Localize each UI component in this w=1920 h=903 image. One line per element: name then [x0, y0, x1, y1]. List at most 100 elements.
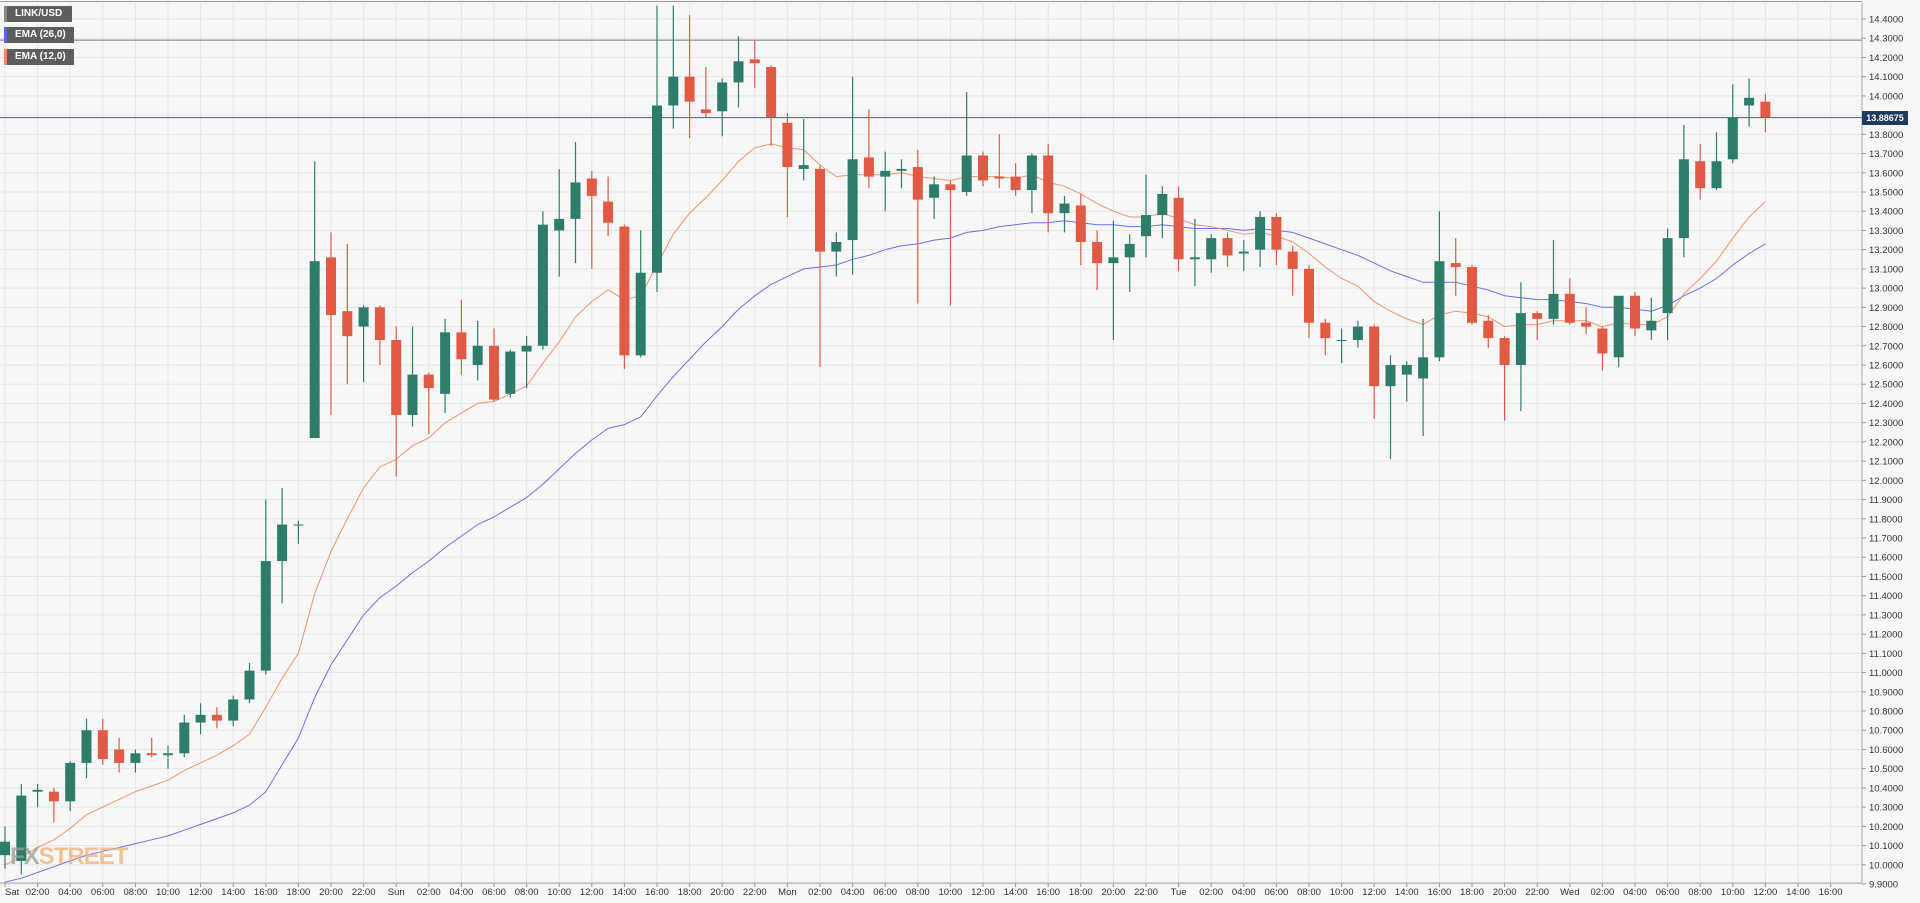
y-tick-label: 12.1000: [1869, 457, 1903, 468]
y-tick-label: 12.9000: [1869, 303, 1903, 314]
candle-body-bear: [586, 178, 597, 196]
y-tick-label: 9.9000: [1869, 880, 1898, 891]
candle-body-bear: [1369, 326, 1380, 387]
candle-body-bull: [847, 159, 858, 241]
x-tick-label: 04:00: [841, 887, 865, 898]
x-tick-label: 08:00: [1688, 887, 1712, 898]
candle-body-bull: [309, 261, 320, 439]
candle-body-bear: [978, 155, 988, 181]
candle-body-bull: [1108, 257, 1119, 264]
y-tick-label: 10.4000: [1869, 783, 1903, 794]
candle-body-bull: [1238, 251, 1249, 254]
candle-body-bull: [407, 374, 418, 415]
candle-body-bull: [798, 165, 809, 169]
candle-body-bull: [293, 524, 304, 526]
x-tick-label: 06:00: [873, 887, 897, 898]
y-tick-label: 13.4000: [1869, 207, 1903, 218]
y-tick-label: 13.6000: [1869, 168, 1903, 179]
y-tick-label: 14.2000: [1869, 53, 1903, 64]
y-tick-label: 12.6000: [1869, 361, 1903, 372]
x-tick-label: Mon: [778, 887, 796, 898]
candle-body-bull: [1418, 357, 1429, 379]
x-tick-label: Wed: [1560, 887, 1579, 898]
candle-body-bull: [1141, 215, 1151, 237]
x-tick-label: 10:00: [939, 887, 963, 898]
y-tick-label: 14.3000: [1869, 34, 1903, 45]
candle-body-bear: [945, 184, 956, 191]
candle-body-bear: [700, 109, 711, 114]
candle-body-bear: [766, 67, 777, 118]
candle-body-bear: [1450, 263, 1461, 267]
candle-body-bull: [130, 753, 141, 763]
candle-body-bull: [1678, 159, 1689, 239]
candle-body-bull: [1189, 257, 1200, 260]
candle-body-bull: [554, 218, 565, 231]
x-tick-label: 14:00: [613, 887, 637, 898]
candle-body-bull: [260, 561, 271, 671]
x-tick-label: 12:00: [971, 887, 995, 898]
candle-body-bear: [1532, 313, 1543, 319]
candle-body-bull: [1662, 238, 1673, 314]
current-price-tag: 13.88675: [1862, 111, 1908, 125]
y-tick-label: 13.2000: [1869, 245, 1903, 256]
candle-body-bear: [342, 311, 353, 337]
candle-body-bull: [440, 332, 451, 394]
candle-body-bull: [228, 699, 239, 721]
x-tick-label: 12:00: [189, 887, 213, 898]
x-tick-label: 16:00: [1819, 887, 1843, 898]
candle-body-bear: [326, 257, 336, 316]
candle-body-bear: [1483, 320, 1494, 339]
x-tick-label: 04:00: [1232, 887, 1256, 898]
candle-body-bull: [929, 184, 940, 198]
candle-body-bear: [1695, 161, 1706, 189]
x-tick-label: 16:00: [1036, 887, 1060, 898]
x-tick-label: 02:00: [1199, 887, 1223, 898]
y-tick-label: 11.3000: [1869, 610, 1903, 621]
y-tick-label: 11.7000: [1869, 534, 1903, 545]
candle-body-bear: [211, 714, 222, 721]
candle-body-bull: [1026, 155, 1037, 191]
candle-body-bear: [815, 168, 825, 252]
x-tick-label: 04:00: [58, 887, 82, 898]
candle-body-bull: [733, 61, 744, 83]
legend-ema-fast-badge[interactable]: EMA (12,0): [4, 49, 74, 65]
x-tick-label: 20:00: [1493, 887, 1517, 898]
x-tick-label: 14:00: [1395, 887, 1419, 898]
x-tick-label: 06:00: [91, 887, 115, 898]
candle-body-bear: [619, 226, 630, 356]
candle-body-bull: [668, 76, 679, 106]
x-tick-label: 08:00: [515, 887, 539, 898]
candle-body-bear: [603, 201, 614, 223]
x-tick-label: 12:00: [1754, 887, 1778, 898]
candle-body-bull: [1548, 293, 1559, 319]
candle-body-bear: [1304, 268, 1314, 323]
candle-body-bear: [1760, 101, 1771, 118]
fxstreet-watermark-logo: FXSTREET: [10, 843, 128, 871]
x-tick-label: 16:00: [645, 887, 669, 898]
y-tick-label: 12.5000: [1869, 380, 1903, 391]
x-tick-label: 02:00: [26, 887, 50, 898]
x-tick-label: 18:00: [678, 887, 702, 898]
legend-pair-badge[interactable]: LINK/USD: [4, 6, 72, 22]
legend-ema-slow-badge[interactable]: EMA (26,0): [4, 27, 74, 43]
candle-body-bear: [1630, 295, 1640, 329]
y-tick-label: 11.2000: [1869, 630, 1903, 641]
y-tick-label: 13.8000: [1869, 130, 1903, 141]
candle-body-bull: [32, 789, 43, 792]
candle-body-bear: [1010, 176, 1021, 191]
y-tick-label: 14.0000: [1869, 91, 1903, 102]
x-tick-label: 22:00: [743, 887, 767, 898]
y-tick-label: 11.1000: [1869, 649, 1903, 660]
x-tick-label: 12:00: [580, 887, 604, 898]
y-tick-label: 12.7000: [1869, 341, 1903, 352]
candle-body-bull: [1255, 216, 1266, 250]
y-tick-label: 12.8000: [1869, 322, 1903, 333]
x-tick-label: 02:00: [417, 887, 441, 898]
candle-body-bull: [163, 753, 173, 756]
y-tick-label: 10.6000: [1869, 745, 1903, 756]
candle-body-bear: [423, 374, 434, 389]
candle-body-bull: [880, 170, 891, 177]
x-tick-label: 10:00: [1330, 887, 1354, 898]
x-tick-label: 20:00: [1102, 887, 1126, 898]
